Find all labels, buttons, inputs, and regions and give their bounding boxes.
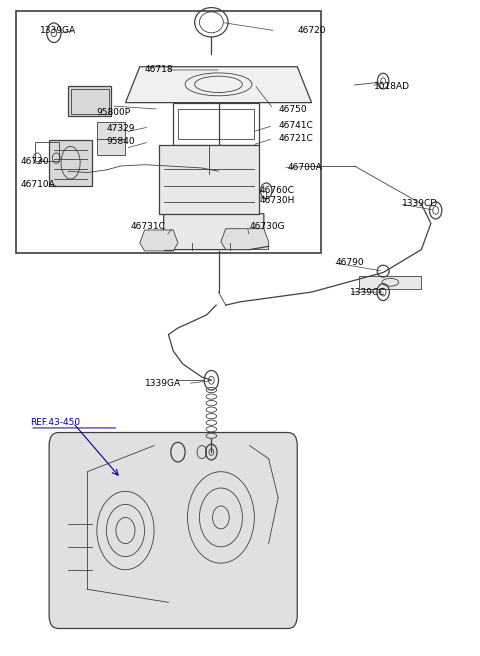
Polygon shape xyxy=(360,276,421,289)
Text: 46790: 46790 xyxy=(336,258,364,267)
Bar xyxy=(16,11,321,253)
FancyBboxPatch shape xyxy=(49,432,297,628)
Text: 46730: 46730 xyxy=(21,157,49,166)
Polygon shape xyxy=(164,214,264,250)
Text: 46730G: 46730G xyxy=(250,222,285,232)
Text: 95800P: 95800P xyxy=(97,108,131,117)
Polygon shape xyxy=(140,230,178,251)
Bar xyxy=(49,140,92,186)
Text: 46700A: 46700A xyxy=(288,163,323,173)
Bar xyxy=(35,142,59,161)
Text: 46720: 46720 xyxy=(297,26,326,35)
Polygon shape xyxy=(221,229,269,250)
Text: 46741C: 46741C xyxy=(278,121,313,130)
Text: 47329: 47329 xyxy=(107,124,135,133)
Text: 1339CD: 1339CD xyxy=(402,199,438,209)
Text: REF.43-450: REF.43-450 xyxy=(30,419,80,427)
Bar xyxy=(173,102,259,145)
Text: 46721C: 46721C xyxy=(278,134,313,143)
Text: 1339CC: 1339CC xyxy=(350,287,385,297)
Bar xyxy=(71,89,109,113)
Bar xyxy=(68,87,111,115)
Text: 46730H: 46730H xyxy=(259,196,294,205)
Text: 1339GA: 1339GA xyxy=(39,26,76,35)
Text: 95840: 95840 xyxy=(107,137,135,146)
Polygon shape xyxy=(125,67,312,102)
Bar xyxy=(159,145,259,214)
Text: 46710A: 46710A xyxy=(21,180,55,189)
Text: 1339GA: 1339GA xyxy=(144,379,180,388)
Bar xyxy=(97,122,125,138)
Text: 1018AD: 1018AD xyxy=(373,82,409,91)
Bar xyxy=(178,109,254,138)
Bar xyxy=(97,138,125,155)
Text: 46731C: 46731C xyxy=(130,222,165,232)
Text: 46760C: 46760C xyxy=(259,186,294,195)
Text: 46750: 46750 xyxy=(278,105,307,113)
Text: 46718: 46718 xyxy=(144,66,173,75)
